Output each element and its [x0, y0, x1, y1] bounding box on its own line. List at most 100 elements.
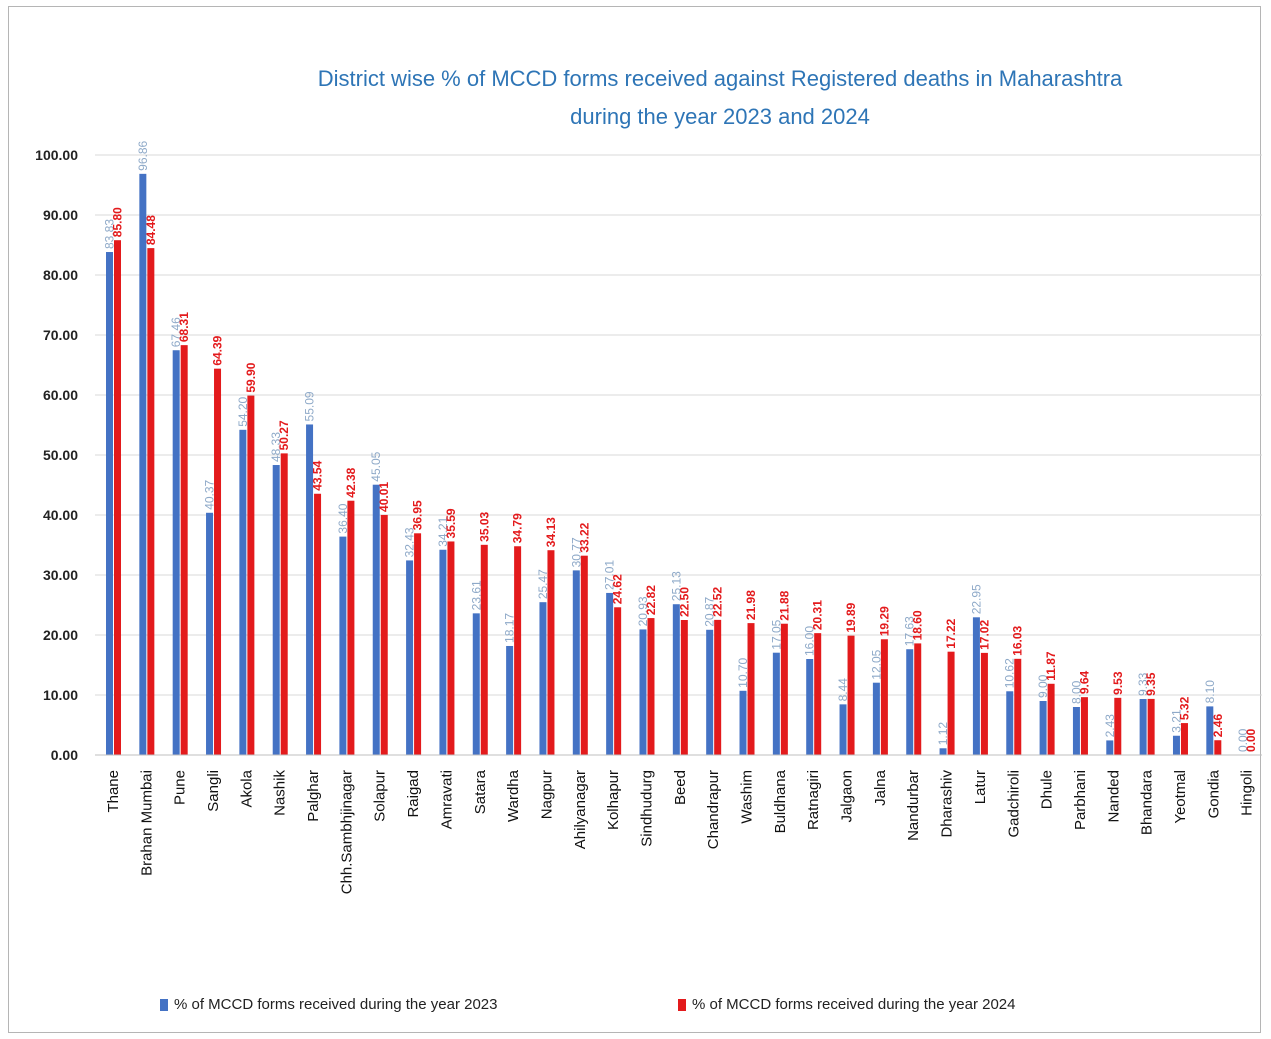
data-label-2024: 9.35: [1144, 672, 1158, 696]
x-category-label: Jalna: [872, 769, 889, 806]
bar-2023: [306, 424, 314, 755]
bar-2024: [880, 639, 888, 755]
data-label-2023: 96.86: [136, 140, 150, 170]
data-label-2024: 16.03: [1011, 625, 1025, 655]
x-category-label: Sindhudurg: [638, 770, 655, 847]
bar-2024: [914, 643, 922, 755]
data-label-2024: 22.52: [711, 587, 725, 617]
bar-2023: [172, 350, 180, 755]
bar-2023: [1039, 701, 1047, 755]
x-category-label: Brahan Mumbai: [138, 770, 155, 876]
y-tick-label: 70.00: [43, 327, 78, 343]
legend-swatch-2023: [160, 998, 168, 1011]
y-tick-label: 10.00: [43, 687, 78, 703]
bar-2023: [806, 659, 814, 755]
chart-title: District wise % of MCCD forms received a…: [120, 60, 1271, 136]
x-category-label: Nandurbar: [905, 770, 922, 841]
x-category-label: Thane: [105, 770, 122, 813]
x-category-label: Palghar: [305, 770, 322, 822]
data-label-2023: 17.05: [769, 619, 783, 649]
bar-2024: [480, 544, 488, 755]
x-category-label: Amravati: [438, 770, 455, 829]
data-label-2023: 32.43: [403, 527, 417, 557]
bar-2024: [814, 633, 822, 755]
bar-2024: [980, 652, 988, 755]
x-category-label: Jalgaon: [839, 770, 856, 823]
bar-2023: [672, 604, 680, 755]
bar-2023: [939, 748, 947, 755]
bar-2024: [680, 620, 688, 755]
bar-2024: [447, 541, 455, 755]
bar-2024: [714, 619, 722, 755]
bar-2023: [972, 617, 980, 755]
bar-2024: [347, 500, 355, 755]
bar-2024: [514, 546, 522, 755]
data-label-2024: 50.27: [277, 420, 291, 450]
data-label-2024: 68.31: [177, 312, 191, 342]
y-tick-label: 20.00: [43, 627, 78, 643]
data-label-2023: 25.47: [536, 569, 550, 599]
x-category-label: Gondia: [1205, 769, 1222, 818]
data-label-2023: 48.33: [269, 432, 283, 462]
data-label-2024: 35.59: [444, 508, 458, 538]
bar-2023: [106, 252, 113, 755]
data-label-2024: 84.48: [144, 215, 158, 245]
bar-2023: [706, 629, 714, 755]
bar-2024: [647, 618, 655, 755]
bar-2023: [739, 690, 747, 755]
bar-2023: [206, 512, 214, 755]
y-tick-label: 40.00: [43, 507, 78, 523]
bar-2024: [580, 555, 588, 755]
x-category-label: Wardha: [505, 769, 522, 822]
data-label-2024: 17.02: [977, 620, 991, 650]
bar-2024: [180, 345, 188, 755]
x-category-label: Chandrapur: [705, 770, 722, 849]
data-label-2023: 40.37: [203, 479, 217, 509]
data-label-2024: 9.53: [1111, 671, 1125, 695]
data-label-2023: 8.44: [836, 678, 850, 702]
data-label-2023: 17.63: [903, 616, 917, 646]
x-category-label: Sangli: [205, 770, 222, 812]
bar-2024: [147, 248, 155, 755]
data-label-2024: 18.60: [911, 610, 925, 640]
chart-title-line-1: District wise % of MCCD forms received a…: [317, 66, 1123, 91]
x-category-label: Beed: [672, 770, 689, 805]
data-label-2023: 1.12: [936, 722, 950, 746]
y-tick-label: 100.00: [35, 147, 78, 163]
data-label-2023: 8.00: [1069, 680, 1083, 704]
bar-2023: [472, 613, 480, 755]
bar-2023: [772, 652, 780, 755]
bar-2023: [572, 570, 580, 755]
data-label-2024: 59.90: [244, 362, 258, 392]
bar-2023: [606, 592, 614, 755]
x-category-label: Gadchiroli: [1005, 770, 1022, 838]
bar-2023: [1106, 740, 1114, 755]
data-label-2023: 34.21: [436, 516, 450, 546]
bar-2023: [1072, 707, 1080, 755]
bar-2024: [780, 623, 788, 755]
data-label-2024: 17.22: [944, 618, 958, 648]
bar-2023: [439, 549, 447, 755]
data-label-2024: 42.38: [344, 467, 358, 497]
data-label-2023: 83.83: [103, 219, 117, 249]
bar-2023: [406, 560, 414, 755]
legend-label-2023: % of MCCD forms received during the year…: [174, 996, 498, 1013]
data-label-2024: 34.79: [511, 513, 525, 543]
data-label-2024: 64.39: [211, 335, 225, 365]
data-label-2023: 54.20: [236, 396, 250, 426]
data-label-2024: 36.95: [411, 500, 425, 530]
bar-2024: [1114, 697, 1122, 755]
data-label-2023: 67.46: [169, 317, 183, 347]
bar-2023: [1006, 691, 1014, 755]
bar-2024: [614, 607, 622, 755]
data-label-2024: 9.64: [1077, 670, 1091, 694]
x-category-label: Nanded: [1105, 770, 1122, 823]
x-category-label: Solapur: [372, 770, 389, 822]
data-label-2023: 16.00: [803, 626, 817, 656]
y-tick-label: 60.00: [43, 387, 78, 403]
x-category-label: Dhule: [1039, 770, 1056, 809]
bar-2024: [847, 635, 855, 755]
bar-2023: [872, 682, 880, 755]
legend-label-2024: % of MCCD forms received during the year…: [692, 996, 1016, 1013]
